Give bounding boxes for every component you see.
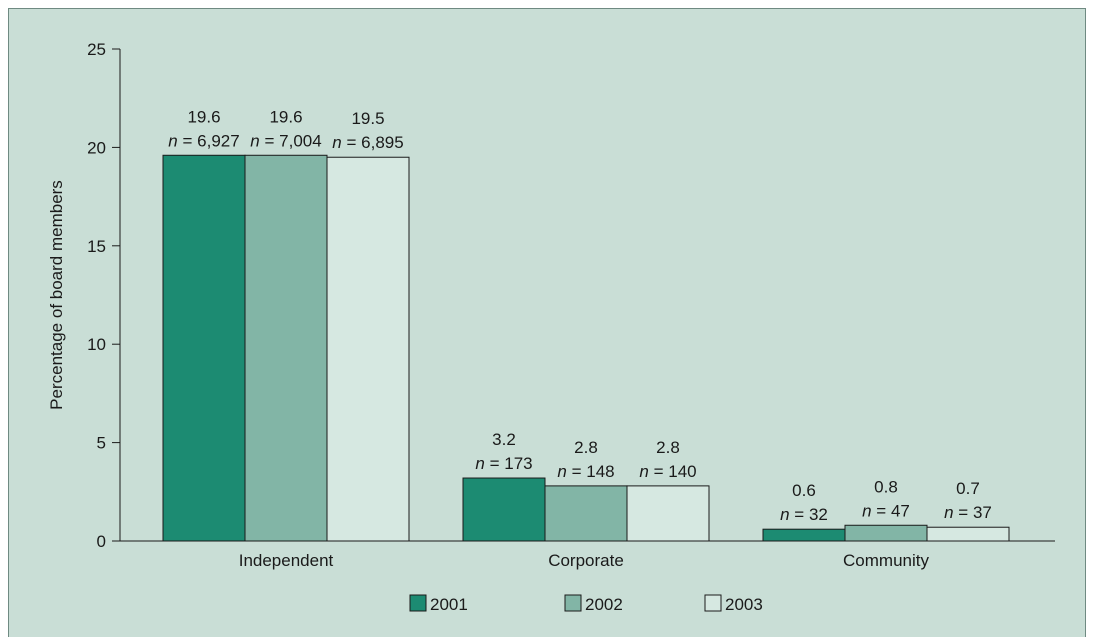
count-label: n = 6,895 (332, 133, 403, 152)
bar (162, 154, 246, 542)
x-category-label: Community (843, 551, 929, 570)
value-label: 19.6 (187, 107, 220, 126)
bar (544, 485, 628, 542)
bar (326, 156, 410, 542)
y-axis: 0 5 10 15 20 25 (87, 40, 121, 551)
count-label: n = 140 (639, 462, 696, 481)
y-tick-label: 20 (87, 138, 106, 157)
count-label: n = 32 (780, 505, 828, 524)
count-label: n = 148 (557, 462, 614, 481)
bar (462, 477, 546, 542)
legend-swatch (409, 594, 427, 612)
x-axis: Independent Corporate Community (120, 540, 1055, 570)
bar (244, 154, 328, 542)
legend-label: 2002 (585, 595, 623, 614)
count-label: n = 37 (944, 503, 992, 522)
bar (762, 528, 846, 542)
value-label: 2.8 (656, 438, 680, 457)
count-label: n = 47 (862, 501, 910, 520)
value-label: 0.6 (792, 481, 816, 500)
count-label: n = 173 (475, 454, 532, 473)
legend-label: 2003 (725, 595, 763, 614)
count-label: n = 7,004 (250, 131, 321, 150)
bars (162, 154, 1010, 542)
y-tick-label: 25 (87, 40, 106, 59)
x-category-label: Corporate (548, 551, 624, 570)
legend: 2001 2002 2003 (409, 594, 763, 614)
legend-label: 2001 (430, 595, 468, 614)
y-tick-label: 5 (97, 434, 106, 453)
bar (626, 485, 710, 542)
value-label: 19.5 (351, 109, 384, 128)
y-tick-label: 0 (97, 532, 106, 551)
bar-labels: 19.6 n = 6,927 19.6 n = 7,004 19.5 n = 6,895 3… (168, 107, 992, 524)
count-label: n = 6,927 (168, 131, 239, 150)
legend-swatch (564, 594, 582, 612)
bar (926, 526, 1010, 542)
value-label: 0.7 (956, 479, 980, 498)
value-label: 2.8 (574, 438, 598, 457)
value-label: 19.6 (269, 107, 302, 126)
legend-swatch (704, 594, 722, 612)
y-tick-label: 10 (87, 335, 106, 354)
bar (844, 524, 928, 542)
y-axis-title: Percentage of board members (47, 180, 66, 410)
y-tick-label: 15 (87, 237, 106, 256)
value-label: 3.2 (492, 430, 516, 449)
value-label: 0.8 (874, 477, 898, 496)
x-category-label: Independent (239, 551, 334, 570)
